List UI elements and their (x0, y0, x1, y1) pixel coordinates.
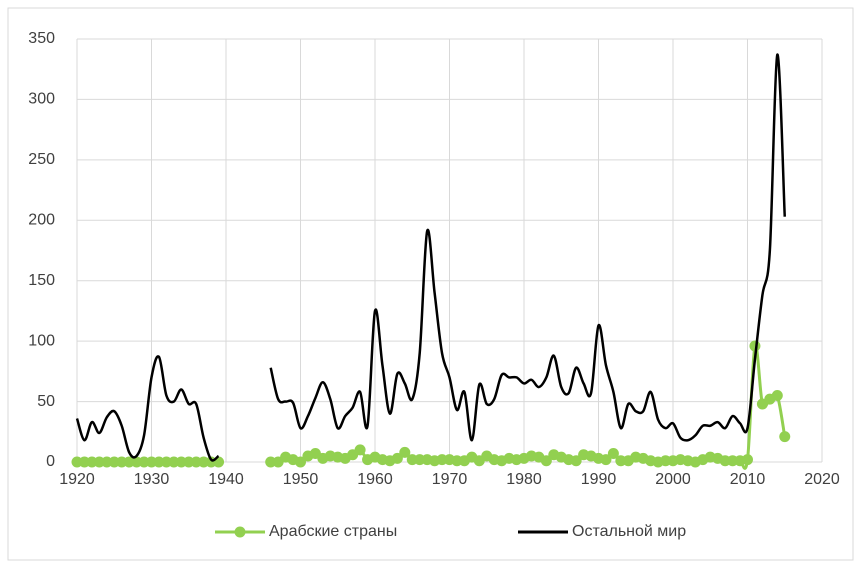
series-marker (391, 452, 403, 464)
series-marker (399, 446, 411, 458)
series-marker (742, 454, 753, 466)
series-marker (295, 456, 306, 468)
x-tick-label: 2000 (655, 471, 691, 488)
y-tick-label: 100 (28, 332, 55, 349)
series-marker (600, 454, 612, 466)
y-tick-label: 200 (28, 212, 55, 229)
series-line (75, 355, 220, 462)
x-tick-label: 1940 (208, 471, 244, 488)
x-tick-label: 2010 (730, 471, 766, 488)
series-marker (779, 431, 791, 443)
legend-label: Арабские страны (269, 523, 397, 540)
series-marker (570, 455, 582, 467)
x-tick-label: 1970 (432, 471, 468, 488)
legend-label: Остальной мир (572, 523, 686, 540)
series-marker (607, 448, 619, 460)
y-tick-label: 350 (28, 30, 55, 47)
series-line (269, 53, 786, 442)
y-tick-label: 150 (28, 272, 55, 289)
x-tick-label: 1950 (283, 471, 319, 488)
series-marker (771, 390, 783, 402)
series-marker (354, 444, 366, 456)
series-marker (540, 455, 552, 467)
y-tick-label: 250 (28, 151, 55, 168)
legend-marker (234, 526, 246, 538)
x-tick-label: 1980 (506, 471, 542, 488)
x-tick-label: 1920 (59, 471, 95, 488)
x-tick-label: 1960 (357, 471, 393, 488)
x-tick-label: 1990 (581, 471, 617, 488)
y-tick-label: 50 (37, 393, 55, 410)
y-tick-label: 300 (28, 91, 55, 108)
y-tick-label: 0 (46, 453, 55, 470)
x-tick-label: 1930 (134, 471, 170, 488)
x-tick-label: 2020 (804, 471, 840, 488)
chart-border (7, 7, 854, 561)
